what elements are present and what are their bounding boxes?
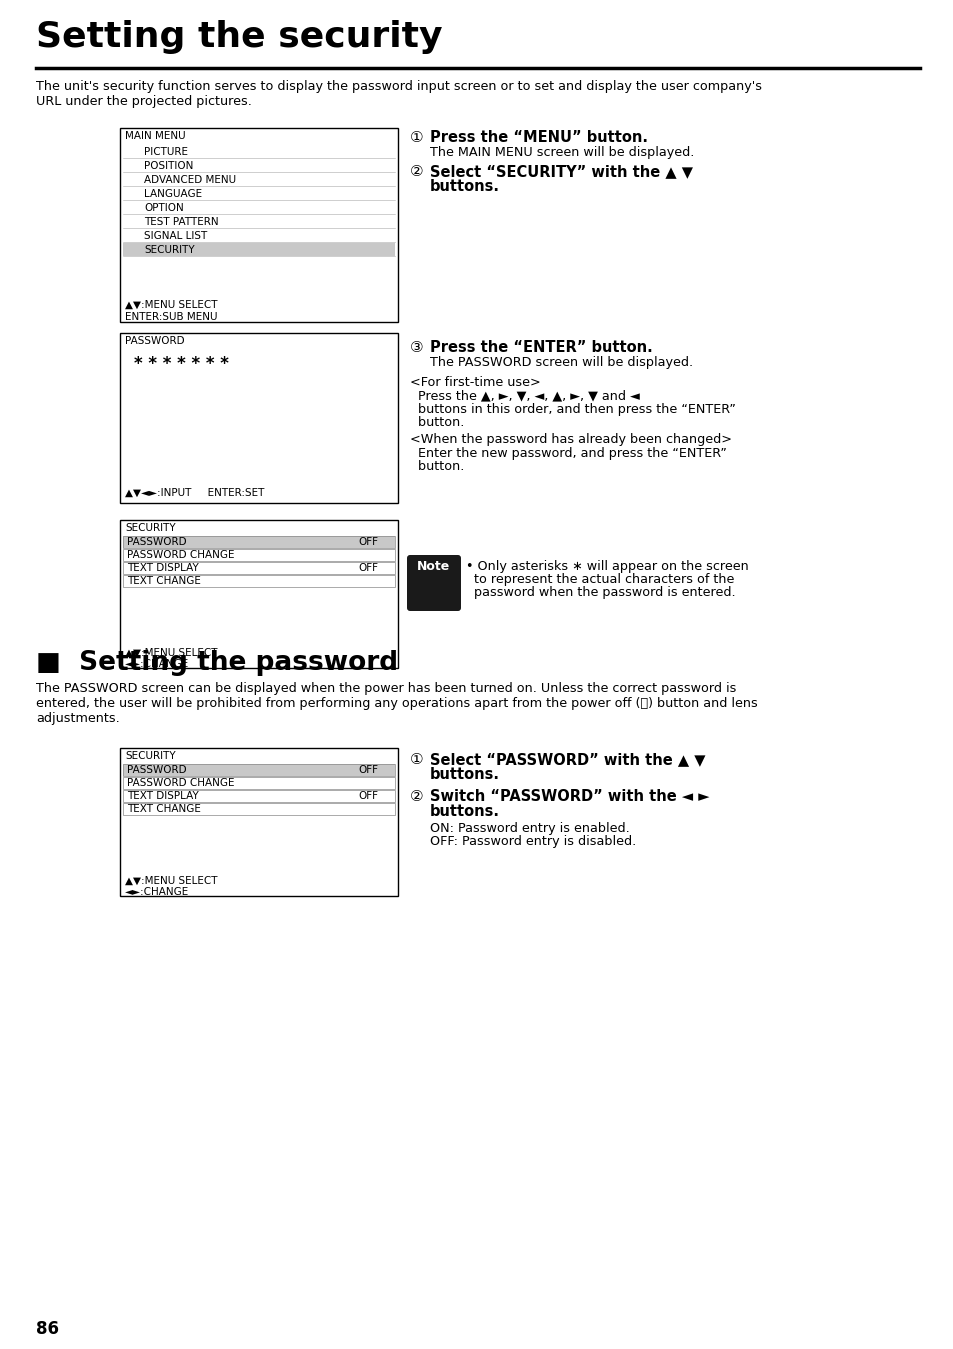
Text: ENTER:SUB MENU: ENTER:SUB MENU	[125, 312, 217, 322]
Text: PASSWORD: PASSWORD	[127, 537, 187, 546]
Text: ON: Password entry is enabled.: ON: Password entry is enabled.	[430, 822, 629, 835]
Text: Enter the new password, and press the “ENTER”: Enter the new password, and press the “E…	[410, 447, 726, 460]
Text: OFF: OFF	[357, 537, 377, 546]
Text: to represent the actual characters of the: to represent the actual characters of th…	[465, 573, 734, 585]
Text: Select “SECURITY” with the ▲ ▼: Select “SECURITY” with the ▲ ▼	[430, 165, 692, 179]
Text: ①: ①	[410, 130, 423, 144]
Text: LANGUAGE: LANGUAGE	[144, 189, 202, 200]
Text: PASSWORD CHANGE: PASSWORD CHANGE	[127, 550, 234, 560]
Bar	[120, 747, 397, 896]
Text: The unit's security function serves to display the password input screen or to s: The unit's security function serves to d…	[36, 80, 761, 108]
Text: POSITION: POSITION	[144, 161, 193, 171]
Text: Switch “PASSWORD” with the ◄ ►: Switch “PASSWORD” with the ◄ ►	[430, 789, 709, 804]
Text: SECURITY: SECURITY	[144, 246, 194, 255]
Text: ③: ③	[410, 340, 423, 355]
Text: <For first-time use>: <For first-time use>	[410, 376, 540, 389]
Text: OFF: OFF	[357, 791, 377, 801]
Text: Note: Note	[416, 560, 450, 573]
Text: OFF: OFF	[357, 765, 377, 774]
Text: ①: ①	[410, 751, 423, 768]
Bar	[123, 549, 395, 561]
FancyBboxPatch shape	[407, 554, 460, 611]
Text: PASSWORD: PASSWORD	[125, 336, 185, 345]
Text: OPTION: OPTION	[144, 202, 184, 213]
Text: ◄►:CHANGE: ◄►:CHANGE	[125, 660, 189, 669]
Text: Press the “ENTER” button.: Press the “ENTER” button.	[430, 340, 652, 355]
Text: TEXT DISPLAY: TEXT DISPLAY	[127, 563, 198, 573]
Bar	[120, 333, 397, 503]
Text: The MAIN MENU screen will be displayed.: The MAIN MENU screen will be displayed.	[430, 146, 694, 159]
Bar	[120, 519, 397, 668]
Text: ▲▼◄►:INPUT     ENTER:SET: ▲▼◄►:INPUT ENTER:SET	[125, 488, 264, 498]
Text: PICTURE: PICTURE	[144, 147, 188, 156]
Bar	[123, 536, 395, 548]
Text: TEXT CHANGE: TEXT CHANGE	[127, 804, 201, 813]
Text: TEST PATTERN: TEST PATTERN	[144, 217, 218, 227]
Text: • Only asterisks ∗ will appear on the screen: • Only asterisks ∗ will appear on the sc…	[465, 560, 748, 573]
Text: ②: ②	[410, 789, 423, 804]
Text: ▲▼:MENU SELECT: ▲▼:MENU SELECT	[125, 648, 217, 658]
Text: password when the password is entered.: password when the password is entered.	[465, 585, 735, 599]
Text: buttons.: buttons.	[430, 768, 499, 782]
Text: Setting the security: Setting the security	[36, 20, 442, 54]
Text: buttons.: buttons.	[430, 179, 499, 194]
Text: Press the ▲, ►, ▼, ◄, ▲, ►, ▼ and ◄: Press the ▲, ►, ▼, ◄, ▲, ►, ▼ and ◄	[410, 390, 639, 402]
Bar	[123, 803, 395, 815]
Bar	[123, 563, 395, 575]
Bar	[123, 764, 395, 776]
Text: * * * * * * *: * * * * * * *	[133, 355, 229, 374]
Text: button.: button.	[410, 417, 464, 429]
Text: SECURITY: SECURITY	[125, 751, 175, 761]
Text: PASSWORD CHANGE: PASSWORD CHANGE	[127, 778, 234, 788]
Text: The PASSWORD screen can be displayed when the power has been turned on. Unless t: The PASSWORD screen can be displayed whe…	[36, 683, 757, 724]
Bar	[120, 128, 397, 322]
Text: ADVANCED MENU: ADVANCED MENU	[144, 175, 236, 185]
Text: buttons.: buttons.	[430, 804, 499, 819]
Text: <When the password has already been changed>: <When the password has already been chan…	[410, 433, 731, 447]
Text: button.: button.	[410, 460, 464, 473]
Text: ▲▼:MENU SELECT: ▲▼:MENU SELECT	[125, 299, 217, 310]
Bar	[123, 764, 395, 776]
Bar	[123, 777, 395, 789]
Text: Select “PASSWORD” with the ▲ ▼: Select “PASSWORD” with the ▲ ▼	[430, 751, 705, 768]
Text: ■  Setting the password: ■ Setting the password	[36, 650, 397, 676]
Text: ▲▼:MENU SELECT: ▲▼:MENU SELECT	[125, 876, 217, 886]
Bar	[123, 791, 395, 803]
Bar	[123, 243, 395, 256]
Text: SIGNAL LIST: SIGNAL LIST	[144, 231, 207, 241]
Bar	[123, 575, 395, 587]
Text: ◄►:CHANGE: ◄►:CHANGE	[125, 888, 189, 897]
Bar	[123, 536, 395, 548]
Text: OFF: OFF	[357, 563, 377, 573]
Text: Press the “MENU” button.: Press the “MENU” button.	[430, 130, 647, 144]
Text: The PASSWORD screen will be displayed.: The PASSWORD screen will be displayed.	[430, 356, 693, 370]
Text: 86: 86	[36, 1321, 59, 1338]
Text: ②: ②	[410, 165, 423, 179]
Text: PASSWORD: PASSWORD	[127, 765, 187, 774]
Text: SECURITY: SECURITY	[125, 523, 175, 533]
Text: TEXT DISPLAY: TEXT DISPLAY	[127, 791, 198, 801]
Text: buttons in this order, and then press the “ENTER”: buttons in this order, and then press th…	[410, 403, 735, 415]
Text: OFF: Password entry is disabled.: OFF: Password entry is disabled.	[430, 835, 636, 849]
Text: MAIN MENU: MAIN MENU	[125, 131, 186, 142]
Text: TEXT CHANGE: TEXT CHANGE	[127, 576, 201, 585]
